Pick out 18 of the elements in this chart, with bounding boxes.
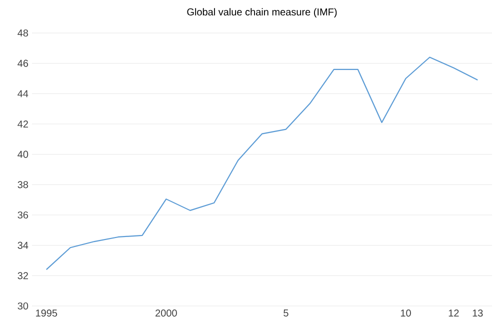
y-tick-label: 32 [18,272,28,280]
x-tick-label: 5 [284,310,288,316]
x-tick-label: 1995 [36,310,58,317]
y-tick-label: 44 [18,90,28,98]
x-tick-label: 2000 [156,310,177,317]
y-tick-label: 30 [18,302,28,310]
y-tick-label: 34 [18,242,28,249]
x-tick-label: 12 [448,310,459,316]
x-tick-label: 10 [400,310,411,317]
chart-title: Global value chain measure (IMF) [187,8,337,18]
x-tick-label: 13 [472,310,483,317]
y-tick-label: 36 [18,211,28,219]
y-tick-label: 42 [18,120,28,128]
y-tick-label: 38 [18,181,28,188]
y-tick-label: 40 [18,150,28,158]
line-series [46,56,478,270]
y-tick-label: 48 [18,29,28,37]
y-tick-label: 46 [18,60,28,67]
